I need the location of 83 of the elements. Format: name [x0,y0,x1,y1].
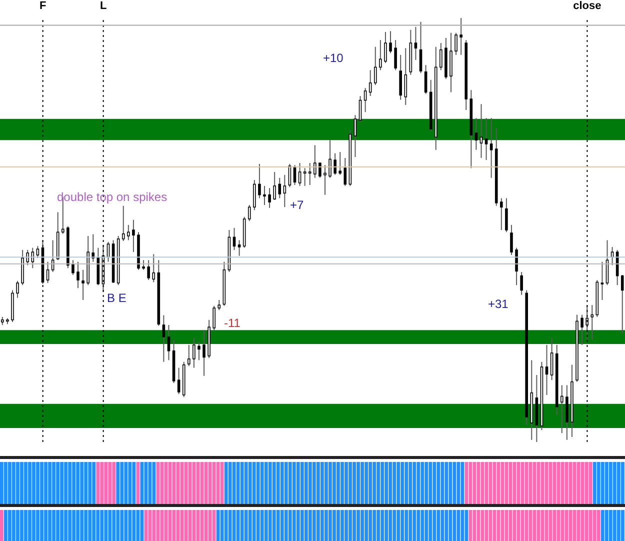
candlestick [212,305,216,331]
candlestick [248,204,251,222]
candlestick [268,188,271,208]
text: L [98,0,108,12]
text: close [572,0,602,12]
candlestick [122,205,125,242]
annotation: +31 [488,297,508,311]
candlestick [162,314,166,362]
candlestick [520,271,523,296]
text: F [38,0,48,12]
candlestick [258,163,261,199]
candlestick [303,168,306,186]
candlestick [414,26,418,60]
candlestick [273,171,276,200]
annotation: +10 [323,51,344,65]
candlestick [263,185,266,206]
candlestick [127,224,130,241]
annotation: -11 [224,316,240,330]
candlestick [460,18,462,56]
candlestick [384,31,387,64]
candlestick [314,144,316,178]
candlestick [278,177,282,199]
candlestick [379,40,382,71]
candlestick [560,384,564,434]
candlestick [308,162,312,186]
candlestick [515,247,518,286]
candlestick [600,261,604,300]
candlestick [72,260,74,276]
candlestick [354,114,357,158]
candlestick [404,48,408,106]
candlestick [177,367,180,395]
candlestick [389,30,392,54]
candlestick [218,299,221,311]
candlestick [298,162,302,186]
candlestick [490,118,493,178]
candlestick [500,198,503,230]
candlestick [338,151,342,176]
candlestick [238,240,241,256]
candlestick [344,157,347,186]
candlestick [31,247,34,269]
candlestick [26,249,30,266]
candlestick [550,338,554,381]
candlestick [46,261,50,284]
candlestick [480,104,483,158]
candlestick [152,254,156,283]
candlestick [318,162,322,178]
candlestick [419,21,422,74]
candlestick [16,280,19,298]
candlestick [394,40,397,71]
candlestick [474,118,478,150]
candlestick [580,314,584,346]
candlestick [283,174,286,208]
annotation: B E [107,291,126,305]
candlestick [484,118,488,161]
candlestick [510,224,513,256]
candlestick [590,304,594,340]
candlestick [147,260,150,281]
candlestick [192,338,196,368]
candlestick [82,269,84,300]
candlestick [202,330,206,376]
candlestick [324,164,326,196]
candlestick [76,261,80,289]
candlestick [253,179,256,211]
candlestick [454,32,458,56]
candlestick [374,46,377,86]
candlestick [36,246,40,258]
candlestick [620,274,624,334]
candlestick [440,42,442,71]
annotation: +7 [290,198,304,212]
candlestick [505,198,508,233]
annotation: double top on spikes [57,190,168,204]
candlestick [92,234,95,262]
candlestick [198,341,200,361]
candlestick [334,152,336,176]
candlestick [132,219,135,253]
candlestick [364,87,367,113]
candlestick [188,344,190,367]
candlestick [328,140,332,178]
candlestick [424,64,428,94]
candlestick [545,344,548,396]
candlestick [142,260,145,270]
candlestick [232,227,236,250]
candlestick [368,70,372,97]
